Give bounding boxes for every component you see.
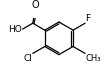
Text: CH₃: CH₃ bbox=[85, 54, 101, 63]
Text: O: O bbox=[31, 0, 39, 10]
Text: HO: HO bbox=[9, 25, 22, 34]
Text: Cl: Cl bbox=[24, 54, 32, 63]
Text: F: F bbox=[85, 14, 91, 23]
